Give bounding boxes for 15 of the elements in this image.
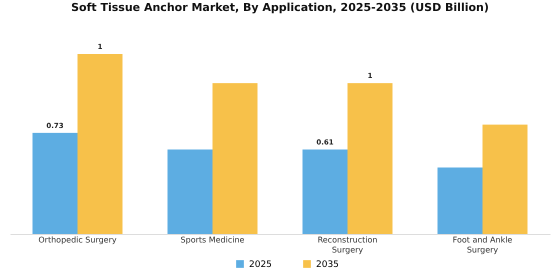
bar	[168, 150, 212, 234]
bar	[482, 124, 528, 234]
bar	[348, 83, 392, 234]
bar	[438, 168, 482, 234]
legend-label: 2035	[316, 260, 339, 270]
bar	[78, 54, 122, 234]
x-tick-label: Orthopedic Surgery	[38, 236, 117, 244]
x-tick-label: Reconstruction Surgery	[318, 236, 378, 254]
chart-title: Soft Tissue Anchor Market, By Application, 2025-2035 (USD Billion)	[71, 1, 489, 14]
bar	[32, 132, 78, 234]
x-tick-label: Foot and Ankle Surgery	[452, 236, 512, 254]
legend-label: 2025	[249, 260, 272, 270]
x-tick-label: Sports Medicine	[180, 236, 245, 244]
bar	[302, 150, 348, 234]
bar	[212, 83, 258, 234]
